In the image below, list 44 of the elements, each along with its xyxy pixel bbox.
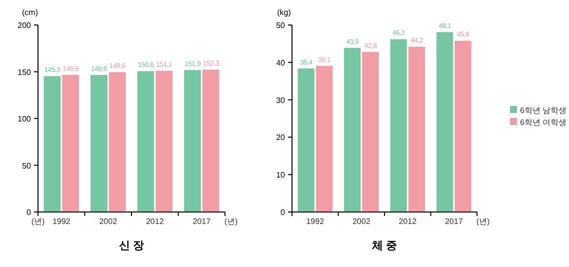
x-tick-label: 1992 [306,217,325,226]
bar [108,72,126,212]
text: 신 장 [118,240,144,252]
text: 체 중 [370,240,398,252]
bar [408,46,426,212]
y-tick-label: 0 [280,208,286,217]
y-axis-title: (cm) [22,8,38,17]
x-tick-label: 2012 [146,217,164,226]
bar [90,74,108,212]
bar [316,66,333,212]
y-tick-label: 150 [18,68,32,77]
y-tick-label: 30 [276,96,286,105]
bar [62,74,79,212]
x-tick-label: 2002 [99,217,118,226]
bar [298,68,314,212]
y-tick-label: 100 [18,114,32,124]
bar [156,70,172,212]
x-axis-title: (년) [224,217,238,226]
x-axis-title: (년) [476,217,490,226]
text: (년) [31,217,45,226]
y-tick-label: 20 [276,133,286,142]
x-tick-label: 2012 [398,217,418,226]
bar [362,52,379,212]
y-axis-title: (kg) [277,8,292,17]
legend-label: 6학년 여학생 [520,118,567,127]
y-tick-label: 10 [276,170,286,180]
bar [202,70,220,212]
y-tick-label: 50 [22,161,32,170]
bar [436,32,454,212]
bar [390,39,407,212]
bar [184,70,201,212]
bar [137,71,154,212]
x-tick-label: 2002 [352,217,371,226]
bar [344,48,361,212]
y-tick-label: 50 [276,21,286,30]
x-tick-label: 2017 [192,217,212,226]
legend-label: 6학년 남학생 [520,106,567,115]
bar [454,40,472,212]
y-tick-label: 200 [18,21,32,30]
x-tick-label: 2017 [444,217,464,226]
bar [44,76,61,212]
x-tick-label: 1992 [52,217,71,226]
y-tick-label: 40 [276,58,286,68]
y-tick-label: 0 [26,208,32,217]
